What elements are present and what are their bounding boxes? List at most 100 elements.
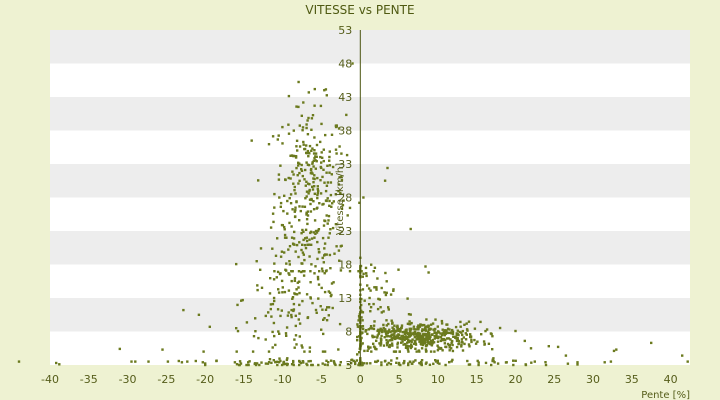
data-point [360,303,363,307]
data-point [292,361,295,364]
data-point [365,272,368,275]
data-point [328,171,331,174]
data-point [483,343,486,346]
data-point [286,357,289,360]
data-point [406,344,409,348]
data-point [409,339,412,342]
data-point [454,336,457,339]
data-point [330,293,333,297]
data-point [305,211,308,214]
data-point [451,330,455,333]
data-point [320,161,323,164]
data-point [479,320,482,324]
data-point [421,323,424,327]
data-point [432,328,435,331]
data-point [436,325,439,328]
data-point [257,179,260,182]
data-point [372,302,375,306]
x-tick-label: 40 [664,373,678,386]
data-point [301,360,305,363]
data-point [460,331,463,334]
x-tick-label: -15 [235,373,253,386]
data-point [383,336,386,339]
data-point [296,281,299,284]
data-point [297,182,300,185]
data-point [318,270,321,273]
data-point [58,363,61,366]
data-point [372,270,375,273]
data-point [397,361,401,365]
data-point [367,328,370,331]
data-point [372,327,376,331]
data-point [414,343,418,346]
data-point [290,279,293,283]
data-point [443,329,446,332]
data-point [392,350,396,353]
data-point [308,255,311,258]
data-point [321,256,324,260]
data-point [288,245,292,248]
data-point [361,325,365,328]
data-point [233,361,237,364]
data-point [342,199,345,202]
data-point [338,322,342,326]
data-point [364,266,368,270]
data-point [298,335,301,338]
data-point [421,333,424,336]
data-point [368,303,371,306]
data-point [367,287,371,290]
data-point [315,155,318,158]
data-point [367,347,370,350]
data-point [419,335,422,338]
data-point [311,172,314,175]
x-tick-label: -20 [196,373,214,386]
data-point [370,263,373,266]
data-point [350,358,353,362]
data-point [329,228,332,231]
data-point [298,312,301,315]
data-point [407,362,410,365]
data-point [492,359,495,363]
data-point [269,277,272,280]
data-point [327,314,330,317]
data-point [254,317,257,320]
x-tick-label: 30 [586,373,600,386]
data-point [321,203,324,206]
data-point [380,361,383,364]
data-point [324,189,328,193]
data-point [442,332,446,335]
data-point [289,193,293,196]
data-point [351,62,354,65]
data-point [309,231,312,235]
data-point [297,105,300,109]
data-point [307,163,311,167]
data-point [298,219,301,222]
data-point [419,338,423,342]
data-point [484,361,488,365]
x-tick-label: -10 [274,373,292,386]
data-point [387,322,390,326]
data-point [380,311,383,314]
data-point [436,359,439,362]
data-point [236,329,240,333]
data-point [241,298,244,302]
data-point [686,360,689,363]
data-point [276,360,279,363]
data-point [463,342,466,346]
data-point [271,212,275,215]
data-point [434,318,437,321]
data-point [477,361,480,364]
data-point [290,308,293,312]
data-point [298,162,301,165]
data-point [371,334,374,337]
data-point [309,281,312,284]
data-point [460,343,463,347]
data-point [420,359,424,362]
data-point [461,349,465,352]
data-point [294,192,297,195]
data-point [270,315,273,318]
data-point [412,325,416,328]
data-point [321,156,324,159]
data-point [277,291,281,294]
data-point [362,327,365,331]
